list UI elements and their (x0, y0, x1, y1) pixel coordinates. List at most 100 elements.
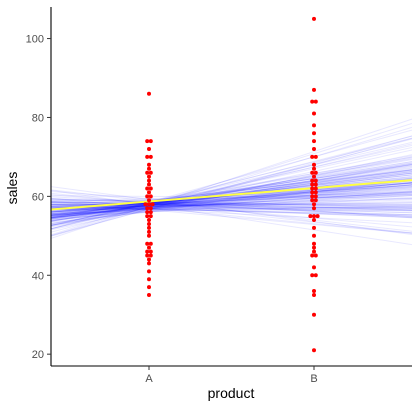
posterior-line (51, 192, 412, 234)
y-tick-label: 100 (26, 34, 44, 46)
data-point-A (143, 202, 148, 207)
posterior-line (51, 165, 412, 220)
data-point-B (312, 147, 316, 152)
posterior-line (51, 193, 412, 203)
data-point-A (148, 214, 153, 219)
data-point-B (310, 182, 315, 187)
data-point-B (312, 214, 316, 219)
posterior-line (51, 188, 412, 212)
posterior-line (51, 122, 412, 236)
posterior-line (51, 195, 412, 213)
posterior-line (51, 180, 412, 222)
data-point-A (147, 202, 151, 207)
posterior-line (51, 171, 412, 216)
posterior-line (51, 184, 412, 217)
posterior-line (51, 193, 412, 213)
posterior-line (51, 162, 412, 221)
data-point-A (147, 245, 151, 250)
data-point-B (312, 111, 316, 116)
posterior-line (51, 182, 412, 215)
posterior-line (51, 179, 412, 219)
x-tick-label: A (145, 373, 153, 385)
data-point-B (312, 87, 316, 92)
data-point-A (145, 154, 150, 159)
data-point-A (147, 229, 151, 234)
data-point-B (310, 194, 315, 199)
data-point-B (312, 123, 316, 128)
data-point-A (147, 182, 151, 187)
data-point-A (145, 241, 150, 246)
y-tick-label: 60 (32, 191, 44, 203)
data-point-A (148, 154, 153, 159)
posterior-line (51, 186, 412, 235)
data-point-B (312, 225, 316, 230)
posterior-line (51, 180, 412, 216)
data-point-A (147, 257, 151, 262)
posterior-line (51, 165, 412, 219)
posterior-line (51, 161, 412, 219)
data-point-B (310, 170, 315, 175)
posterior-line (51, 166, 412, 218)
posterior-line (51, 169, 412, 215)
data-point-B (310, 154, 315, 159)
posterior-line (51, 191, 412, 215)
data-point-A (147, 221, 151, 226)
data-point-A (145, 210, 150, 215)
posterior-line (51, 162, 412, 220)
posterior-line (51, 187, 412, 218)
posterior-line (51, 190, 412, 216)
posterior-line (51, 184, 412, 213)
posterior-line (51, 179, 412, 224)
posterior-line (51, 201, 412, 205)
data-point-B (312, 233, 316, 238)
posterior-line (51, 199, 412, 210)
y-axis: 20 40 60 80 100 (26, 7, 52, 366)
y-tick-label: 80 (32, 112, 44, 124)
data-point-A (148, 241, 153, 246)
posterior-line (51, 206, 412, 210)
posterior-line (51, 203, 412, 224)
data-point-A (148, 210, 153, 215)
data-point-B (312, 218, 316, 223)
posterior-line (51, 204, 412, 218)
posterior-line (51, 191, 412, 219)
data-point-A (145, 139, 150, 144)
data-point-A (145, 206, 150, 211)
data-points (143, 16, 320, 353)
posterior-line (51, 207, 412, 210)
posterior-line (51, 182, 412, 215)
posterior-line (51, 198, 412, 209)
data-point-A (148, 170, 153, 175)
data-point-B (312, 265, 316, 270)
posterior-line (51, 202, 412, 208)
data-point-A (147, 292, 151, 297)
posterior-line (51, 206, 412, 216)
data-point-B (313, 253, 318, 258)
posterior-line (51, 199, 412, 208)
data-point-B (312, 174, 316, 179)
posterior-line (51, 191, 412, 216)
data-point-A (148, 249, 153, 254)
data-point-B (313, 182, 318, 187)
data-point-B (310, 198, 315, 203)
posterior-line (51, 155, 412, 222)
posterior-line (51, 191, 412, 216)
posterior-line (51, 202, 412, 207)
data-point-A (145, 170, 150, 175)
posterior-line (51, 172, 412, 226)
posterior-line (51, 182, 412, 211)
posterior-line (51, 157, 412, 225)
posterior-line (51, 196, 412, 218)
posterior-line (51, 189, 412, 213)
posterior-line (51, 205, 412, 217)
data-point-A (147, 218, 151, 223)
y-tick-label: 20 (32, 349, 44, 361)
posterior-line (51, 137, 412, 227)
posterior-line (51, 156, 412, 218)
posterior-line (51, 189, 412, 246)
posterior-line (51, 189, 412, 232)
posterior-line (51, 182, 412, 217)
data-point-B (313, 186, 318, 191)
